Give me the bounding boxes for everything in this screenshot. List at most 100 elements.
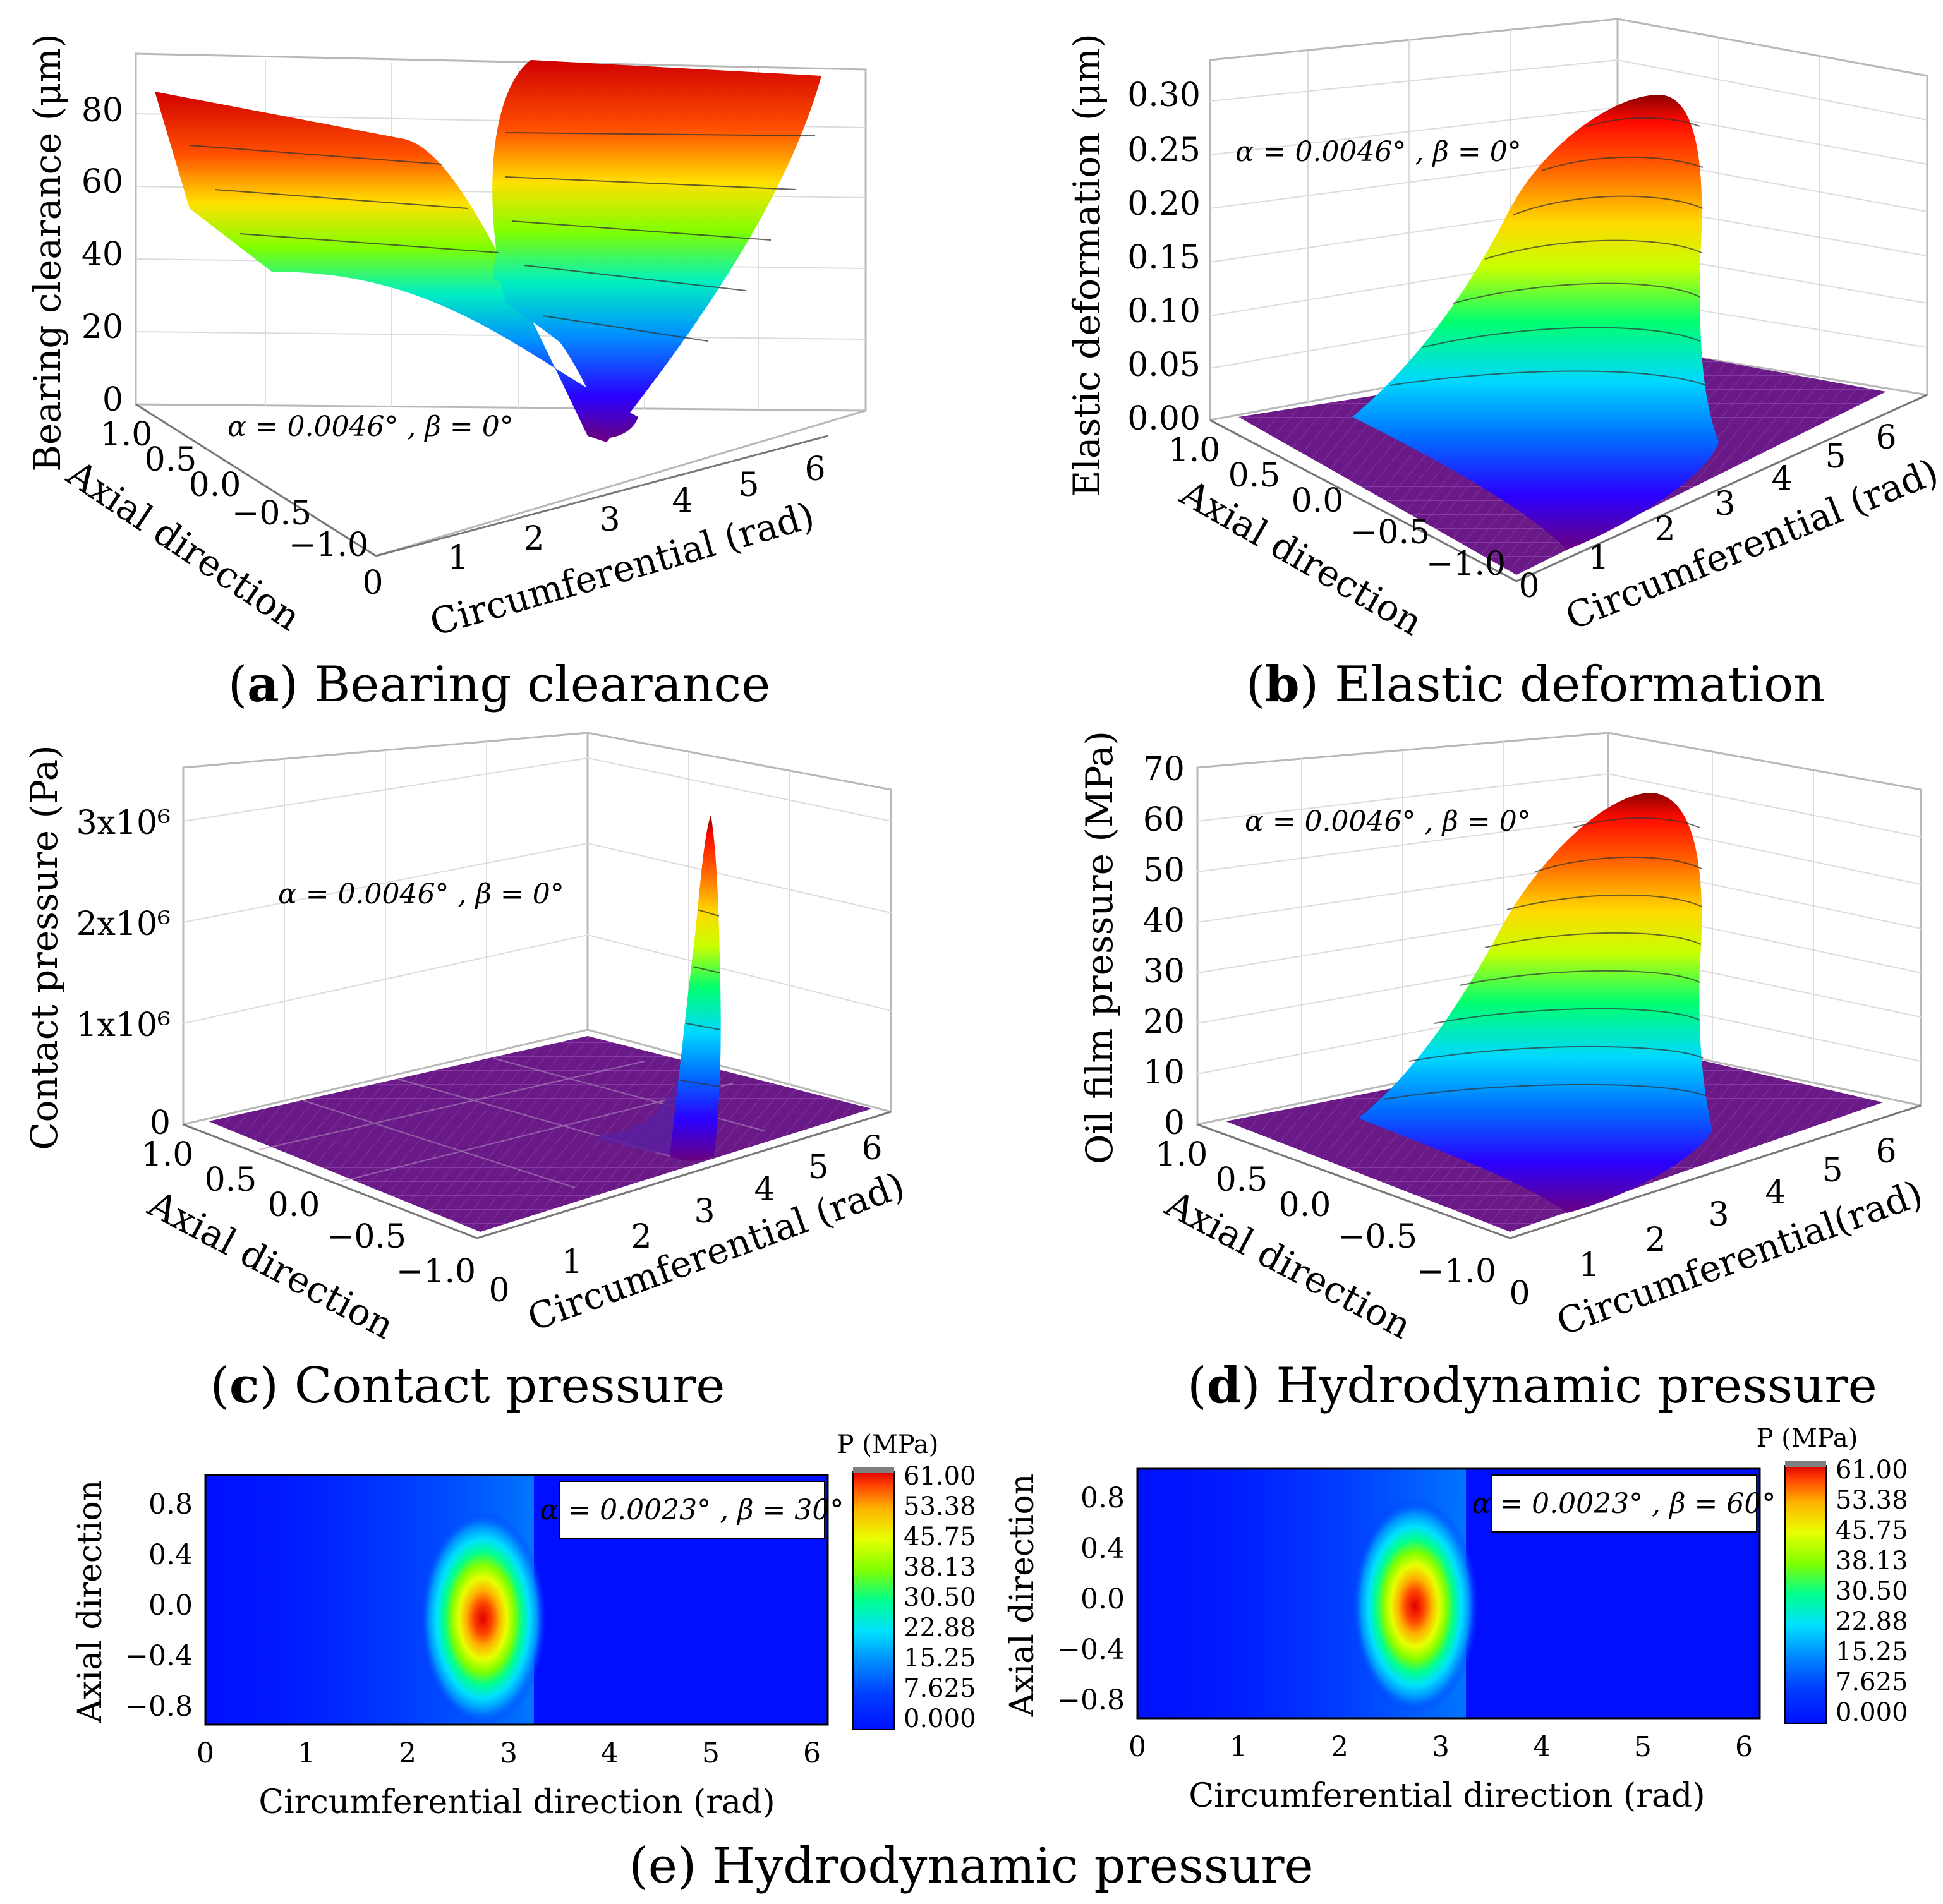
panel-e2-annotation-box bbox=[1491, 1474, 1757, 1533]
panel-a-ztick: 40 bbox=[82, 236, 123, 274]
panel-e1-colorbar-title: P (MPa) bbox=[837, 1430, 939, 1459]
panel-e2-xlabel: Circumferential direction (rad) bbox=[1189, 1777, 1705, 1815]
panel-a-y-axis-line bbox=[135, 403, 377, 557]
panel-d-ytick: 1.0 bbox=[1156, 1136, 1208, 1174]
panel-b-ztick: 0.20 bbox=[1127, 185, 1201, 223]
panel-e1-colorbar bbox=[852, 1471, 895, 1730]
panel-e1-pressure-peak bbox=[420, 1511, 547, 1726]
panel-a-xtick: 0 bbox=[362, 564, 383, 602]
panel-e-caption: (e) Hydrodynamic pressure bbox=[629, 1838, 1313, 1895]
panel-e2-xticks: 0 1 2 3 4 5 6 bbox=[1129, 1731, 1753, 1763]
panel-a-xtick: 4 bbox=[672, 482, 693, 520]
panel-c-spike bbox=[670, 815, 721, 1161]
panel-c-ztick: 0 bbox=[150, 1104, 171, 1142]
panel-b-zlabel: Elastic deformation (μm) bbox=[1065, 33, 1108, 497]
panel-b-y-axis-line bbox=[1209, 419, 1517, 582]
panel-b-ztick: 0.15 bbox=[1127, 239, 1201, 277]
panel-c-annotation: α = 0.0046° , β = 0° bbox=[278, 878, 564, 910]
panel-e1: α = 0.0023° , β = 30° 0.8 0.4 0.0 −0.4 −… bbox=[71, 1430, 976, 1821]
panel-a-ztick: 80 bbox=[82, 92, 123, 130]
panel-e1-frame bbox=[204, 1474, 829, 1726]
panel-e2-colorbar-cap bbox=[1785, 1461, 1826, 1467]
panel-e2-ytick: 0.8 bbox=[1080, 1482, 1125, 1514]
panel-e1-colorbar-tick: 30.50 bbox=[904, 1583, 976, 1612]
panel-b-ytick: −1.0 bbox=[1426, 545, 1506, 583]
panel-e2-xtick: 3 bbox=[1432, 1731, 1450, 1763]
panel-e1-colorbar-tick: 22.88 bbox=[904, 1613, 976, 1642]
panel-d-zlabel: Oil film pressure (MPa) bbox=[1078, 731, 1121, 1164]
panel-a-annotation: α = 0.0046° , β = 0° bbox=[227, 411, 514, 443]
panel-e1-annotation: α = 0.0023° , β = 30° bbox=[540, 1494, 844, 1526]
panel-c-yticks: 1.0 0.5 0.0 −0.5 −1.0 bbox=[142, 1136, 476, 1291]
panel-d: 0 10 20 30 40 50 60 70 Oil film pressure… bbox=[1078, 731, 1928, 1414]
panel-b-surface bbox=[1352, 95, 1719, 550]
panel-c-x-axis-line bbox=[476, 1111, 892, 1239]
panel-e1-xtick: 0 bbox=[197, 1737, 214, 1769]
panel-e1-annotation-box bbox=[559, 1481, 825, 1539]
panel-c-xtick: 4 bbox=[754, 1171, 775, 1208]
panel-e2-ytick: 0.4 bbox=[1080, 1533, 1125, 1565]
panel-e2-ytick: −0.4 bbox=[1057, 1634, 1125, 1666]
panel-e2-yticks: 0.8 0.4 0.0 −0.4 −0.8 bbox=[1057, 1482, 1125, 1716]
panel-e1-xtick: 5 bbox=[702, 1737, 720, 1769]
panel-a: 0 20 40 60 80 Bearing clearance (μm) 1.0… bbox=[26, 33, 867, 713]
panel-a-x-axis-line bbox=[375, 435, 828, 557]
panel-e2-xtick: 2 bbox=[1331, 1731, 1348, 1763]
panel-a-xtick: 3 bbox=[599, 501, 620, 539]
panel-d-xtick: 1 bbox=[1578, 1246, 1599, 1284]
panel-e1-xtick: 1 bbox=[298, 1737, 315, 1769]
panel-b-ztick: 0.05 bbox=[1127, 346, 1201, 384]
panel-a-ytick: 0.5 bbox=[145, 441, 197, 479]
panel-d-xtick: 3 bbox=[1708, 1196, 1729, 1234]
panel-e2-colorbar-tick: 7.625 bbox=[1836, 1668, 1908, 1697]
panel-c: 0 1x10⁶ 2x10⁶ 3x10⁶ Contact pressure (Pa… bbox=[23, 732, 910, 1414]
panel-c-spike-tail bbox=[594, 1074, 695, 1156]
panel-c-ztick: 1x10⁶ bbox=[76, 1006, 171, 1044]
panel-b-ytick: 0.5 bbox=[1228, 457, 1281, 495]
panel-e1-colorbar-tick: 53.38 bbox=[904, 1492, 976, 1521]
panel-e2-ylabel: Axial direction bbox=[1003, 1474, 1041, 1718]
panel-e2-xtick: 6 bbox=[1735, 1731, 1753, 1763]
panel-e2-frame bbox=[1136, 1467, 1761, 1720]
panel-c-ytick: −0.5 bbox=[327, 1218, 406, 1256]
panel-c-ztick: 3x10⁶ bbox=[76, 804, 171, 842]
panel-a-ytick: −0.5 bbox=[232, 495, 312, 533]
panel-e1-colorbar-ticks: 61.00 53.38 45.75 38.13 30.50 22.88 15.2… bbox=[904, 1462, 976, 1733]
panel-e1-colorbar-tick: 38.13 bbox=[904, 1553, 976, 1582]
panel-a-ytick: −1.0 bbox=[289, 526, 368, 564]
panel-c-zticks: 0 1x10⁶ 2x10⁶ 3x10⁶ bbox=[76, 804, 171, 1142]
panel-d-ztick: 40 bbox=[1143, 902, 1185, 940]
panel-d-ytick: −1.0 bbox=[1417, 1253, 1496, 1291]
panel-e2-colorbar-tick: 30.50 bbox=[1836, 1577, 1908, 1606]
panel-c-xtick: 1 bbox=[561, 1243, 582, 1281]
panel-d-xtick: 4 bbox=[1765, 1174, 1786, 1212]
panel-e1-ylabel: Axial direction bbox=[71, 1480, 109, 1724]
panel-e2-colorbar-title: P (MPa) bbox=[1757, 1424, 1858, 1453]
panel-e1-ytick: −0.8 bbox=[125, 1690, 193, 1723]
panel-b-caption: (b) Elastic deformation bbox=[1246, 656, 1825, 713]
panel-d-xtick: 6 bbox=[1875, 1133, 1896, 1171]
panel-b-ztick: 0.30 bbox=[1127, 76, 1201, 114]
panel-e2-annotation: α = 0.0023° , β = 60° bbox=[1472, 1488, 1776, 1520]
panel-c-xticks: 0 1 2 3 4 5 6 bbox=[488, 1130, 882, 1310]
panel-e2-colorbar bbox=[1784, 1465, 1827, 1724]
panel-a-ztick: 0 bbox=[102, 381, 123, 419]
panel-c-caption: (c) Contact pressure bbox=[210, 1357, 725, 1414]
panel-c-xtick: 5 bbox=[808, 1148, 828, 1186]
panel-d-xtick: 0 bbox=[1509, 1275, 1530, 1313]
panel-d-ztick: 70 bbox=[1143, 750, 1185, 788]
panel-d-ztick: 30 bbox=[1143, 953, 1185, 991]
panel-b-x-axis-line bbox=[1516, 394, 1928, 582]
panel-e1-ytick: 0.4 bbox=[148, 1539, 193, 1571]
panel-e1-xtick: 2 bbox=[399, 1737, 416, 1769]
panel-d-ztick: 50 bbox=[1143, 852, 1185, 889]
panel-a-zlabel: Bearing clearance (μm) bbox=[26, 33, 69, 472]
panel-b-xticks: 0 1 2 3 4 5 6 bbox=[1518, 419, 1896, 605]
panel-a-xlabel: Circumferential (rad) bbox=[425, 493, 819, 644]
panel-c-contour-lines bbox=[679, 909, 721, 1087]
panel-b-zticks: 0.00 0.05 0.10 0.15 0.20 0.25 0.30 bbox=[1127, 76, 1201, 438]
panel-d-zticks: 0 10 20 30 40 50 60 70 bbox=[1143, 750, 1185, 1142]
panel-a-xtick: 1 bbox=[447, 539, 468, 577]
panel-e2: α = 0.0023° , β = 60° 0.8 0.4 0.0 −0.4 −… bbox=[1003, 1424, 1908, 1815]
